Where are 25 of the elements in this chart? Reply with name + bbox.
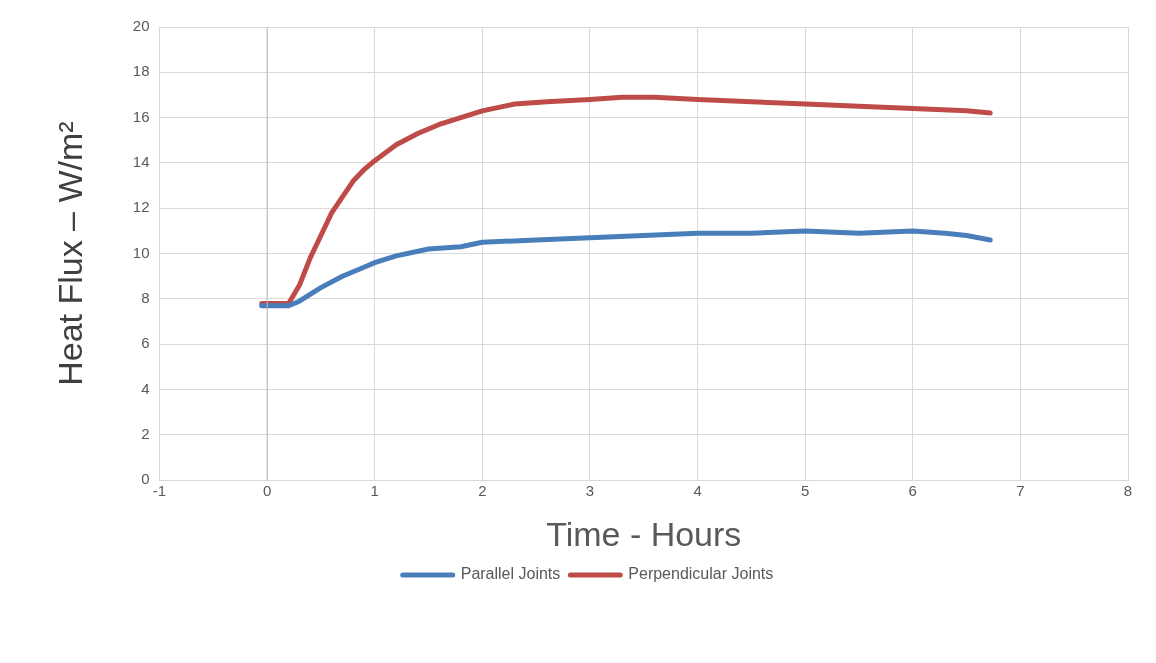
- x-tick-label: 6: [908, 482, 917, 500]
- x-tick-label: 4: [693, 482, 702, 500]
- x-tick-label: -1: [152, 482, 167, 500]
- x-tick-label: 0: [262, 482, 272, 500]
- x-axis-title: Time - Hours: [546, 514, 742, 553]
- y-tick-label: 12: [132, 198, 150, 216]
- y-tick-label: 2: [141, 425, 150, 443]
- y-tick-label: 18: [132, 62, 150, 80]
- x-tick-label: 3: [585, 482, 595, 500]
- y-tick-label: 0: [141, 470, 150, 488]
- x-tick-label: 8: [1123, 482, 1133, 500]
- x-tick-label: 7: [1016, 482, 1025, 500]
- legend-label: Parallel Joints: [460, 565, 561, 583]
- y-tick-label: 8: [141, 289, 150, 307]
- y-tick-label: 16: [132, 107, 150, 125]
- y-tick-label: 20: [132, 17, 150, 35]
- x-tick-label: 1: [370, 482, 379, 500]
- x-tick-label: 2: [478, 482, 487, 500]
- x-tick-label: 5: [800, 482, 810, 500]
- y-tick-label: 6: [141, 334, 150, 352]
- y-tick-label: 14: [132, 153, 150, 171]
- legend-label: Perpendicular Joints: [628, 565, 774, 583]
- y-axis-title: Heat Flux – W/m²: [50, 121, 89, 386]
- y-tick-label: 4: [141, 379, 150, 397]
- y-tick-label: 10: [132, 243, 150, 261]
